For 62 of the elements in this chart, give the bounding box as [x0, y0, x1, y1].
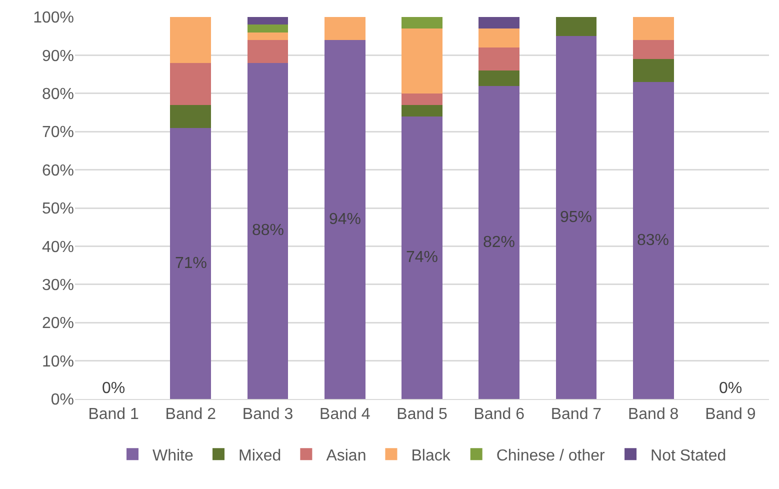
bar	[632, 82, 674, 399]
legend-label: Asian	[326, 447, 366, 464]
bar	[402, 104, 442, 116]
x-tick-label: Band 2	[165, 406, 216, 424]
y-tick-label: 100%	[33, 10, 74, 27]
bar	[170, 104, 212, 128]
legend-label: White	[152, 447, 194, 464]
bar	[632, 40, 674, 60]
bar	[478, 17, 520, 28]
bar	[556, 36, 597, 399]
x-tick-label: Band 1	[88, 406, 140, 424]
x-tick-label: Band 9	[705, 406, 756, 424]
y-tick-label: 40%	[42, 238, 74, 256]
legend-label: Chinese / other	[496, 447, 606, 464]
y-tick-label: 80%	[42, 86, 74, 103]
bar	[247, 62, 288, 399]
bar	[247, 32, 288, 40]
y-tick-label: 90%	[42, 48, 74, 65]
data-label: 88%	[252, 222, 284, 239]
bar	[170, 17, 212, 63]
bar	[402, 28, 442, 94]
y-tick-label: 70%	[42, 124, 74, 142]
x-tick-label: Band 4	[320, 406, 370, 424]
data-label: 74%	[406, 249, 438, 266]
bar	[324, 17, 366, 40]
bar	[247, 40, 288, 63]
bar	[247, 17, 288, 25]
bar	[170, 128, 212, 399]
bar	[170, 62, 212, 105]
bar	[402, 93, 442, 105]
x-tick-label: Band 7	[550, 406, 602, 424]
data-label: 94%	[329, 211, 362, 228]
legend-label: Mixed	[238, 447, 282, 464]
legend-label: Not Stated	[650, 447, 726, 464]
bar	[478, 48, 520, 70]
bar	[478, 70, 520, 86]
data-label: 95%	[560, 209, 592, 226]
bar	[632, 17, 674, 40]
bar	[324, 40, 366, 399]
y-tick-label: 0%	[50, 392, 74, 409]
y-tick-label: 20%	[42, 315, 74, 332]
bar	[478, 28, 520, 48]
x-tick-label: Band 8	[628, 406, 679, 424]
bar	[402, 17, 442, 28]
bar	[632, 59, 674, 82]
bar	[402, 116, 442, 399]
legend-label: Black	[411, 447, 452, 464]
data-label: 0%	[719, 380, 742, 397]
x-tick-label: Band 6	[474, 406, 525, 424]
y-tick-label: 30%	[42, 277, 74, 294]
bar	[556, 17, 597, 36]
x-tick-label: Band 3	[242, 406, 294, 424]
x-tick-label: Band 5	[396, 406, 448, 424]
bar	[247, 24, 288, 32]
data-label: 71%	[175, 255, 208, 272]
bar	[478, 86, 520, 399]
data-label: 0%	[102, 380, 126, 397]
y-tick-label: 10%	[42, 353, 74, 370]
data-label: 82%	[483, 234, 516, 251]
data-label: 83%	[637, 232, 670, 249]
y-tick-label: 60%	[42, 162, 74, 180]
y-tick-label: 50%	[42, 200, 74, 218]
